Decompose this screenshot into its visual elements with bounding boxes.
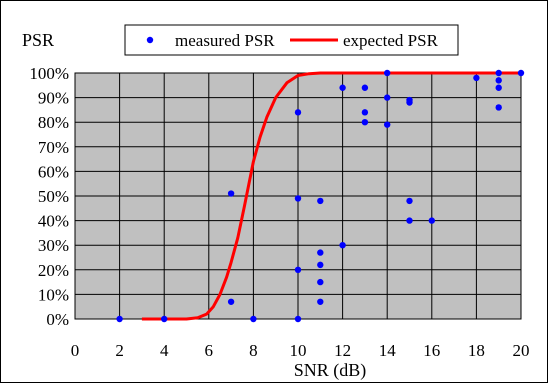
y-tick-label: 20% <box>38 261 69 280</box>
measured-psr-point <box>227 190 235 197</box>
x-tick-label: 6 <box>205 341 214 360</box>
measured-psr-point <box>161 315 168 323</box>
y-tick-label: 50% <box>38 187 69 206</box>
y-tick-label: 60% <box>38 162 69 181</box>
y-tick-label: 40% <box>38 212 69 231</box>
x-axis-label: SNR (dB) <box>294 360 367 381</box>
y-tick-label: 0% <box>46 310 69 329</box>
x-tick-label: 2 <box>115 341 124 360</box>
legend-label-measured-psr: measured PSR <box>175 31 275 50</box>
legend-label-expected-psr: expected PSR <box>343 31 439 50</box>
measured-psr-point <box>361 84 369 91</box>
x-tick-labels: 0 2 4 6 8 10 12 14 16 18 20 <box>71 341 530 360</box>
measured-psr-point <box>406 217 413 224</box>
measured-psr-point <box>495 84 502 91</box>
x-tick-label: 12 <box>334 341 351 360</box>
measured-psr-point <box>317 298 324 305</box>
measured-psr-point <box>317 249 324 256</box>
legend-marker-measured-psr <box>146 36 154 44</box>
y-tick-label: 70% <box>38 138 69 157</box>
measured-psr-point <box>116 315 123 323</box>
expected-psr-line <box>141 71 521 321</box>
point-layer <box>116 69 525 323</box>
measured-psr-point <box>227 298 235 305</box>
y-tick-label: 90% <box>38 89 69 108</box>
x-tick-label: 4 <box>160 341 169 360</box>
measured-psr-point <box>339 84 346 91</box>
measured-psr-point <box>317 261 324 269</box>
measured-psr-point <box>294 195 302 202</box>
x-tick-label: 20 <box>513 341 530 360</box>
measured-psr-point <box>339 242 346 249</box>
y-axis-label: PSR <box>22 30 54 50</box>
measured-psr-point <box>294 315 302 323</box>
measured-psr-point <box>294 109 302 116</box>
y-tick-label: 10% <box>38 285 69 304</box>
measured-psr-point <box>517 69 525 77</box>
measured-psr-point <box>495 77 502 84</box>
x-tick-label: 16 <box>423 341 440 360</box>
x-tick-label: 0 <box>71 341 80 360</box>
x-tick-label: 14 <box>379 341 397 360</box>
measured-psr-point <box>473 74 480 82</box>
x-tick-label: 8 <box>249 341 258 360</box>
measured-psr-point <box>250 315 257 323</box>
y-tick-label: 30% <box>38 236 69 255</box>
measured-psr-point <box>406 197 413 205</box>
measured-psr-point <box>495 69 502 77</box>
legend: measured PSR expected PSR <box>124 24 459 56</box>
y-tick-labels: 0% 10% 20% 30% 40% 50% 60% 70% 80% 90% 100% <box>29 64 69 329</box>
measured-psr-point <box>361 109 369 116</box>
x-tick-label: 10 <box>290 341 307 360</box>
measured-psr-point <box>495 104 502 111</box>
measured-psr-point <box>317 197 324 205</box>
measured-psr-point <box>294 266 302 273</box>
x-tick-label: 18 <box>468 341 485 360</box>
y-tick-label: 100% <box>29 64 69 83</box>
measured-psr-point <box>384 69 391 77</box>
measured-psr-point <box>384 94 391 101</box>
measured-psr-point <box>317 278 324 286</box>
measured-psr-point <box>428 217 435 224</box>
line-layer <box>141 71 521 321</box>
measured-psr-point <box>384 121 391 128</box>
measured-psr-point <box>361 119 369 126</box>
measured-psr-point <box>406 99 413 106</box>
y-tick-label: 80% <box>38 113 69 132</box>
